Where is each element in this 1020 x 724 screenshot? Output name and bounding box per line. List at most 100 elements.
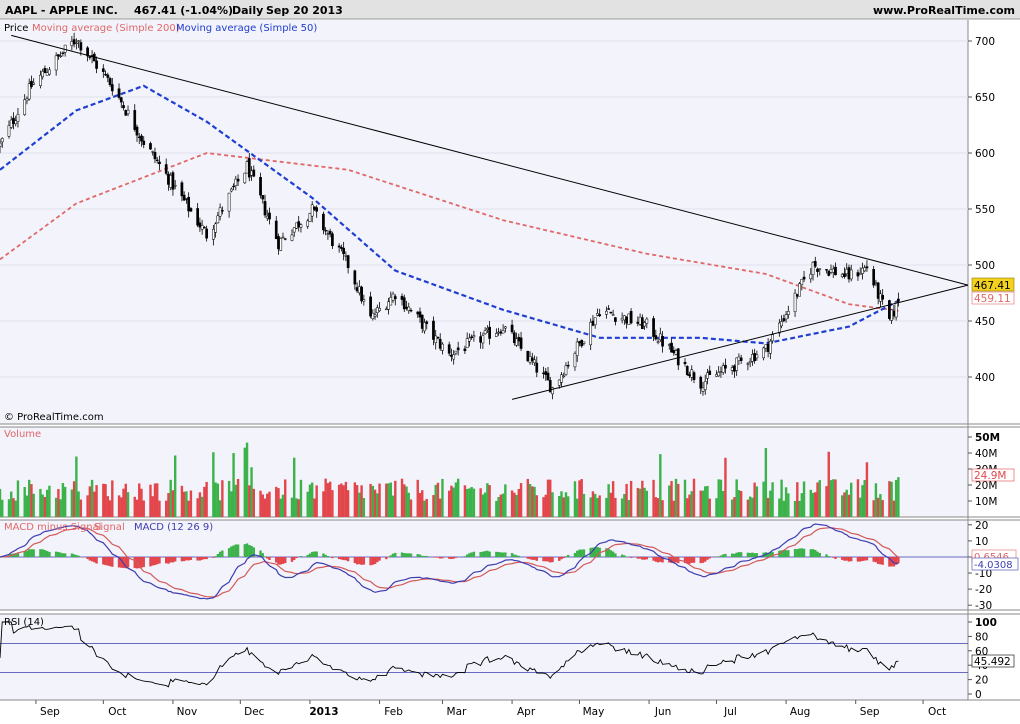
macd-histogram-bar — [724, 554, 726, 557]
macd-histogram-bar — [810, 549, 812, 557]
macd-histogram-bar — [657, 557, 659, 562]
macd-tick-label: 10 — [975, 536, 988, 548]
volume-bar — [547, 480, 549, 517]
candle-body — [765, 345, 767, 349]
macd-panel — [0, 520, 968, 610]
volume-bar — [686, 498, 688, 517]
macd-histogram-bar — [280, 557, 282, 565]
candle-body — [172, 173, 174, 190]
macd-histogram-bar — [448, 557, 450, 559]
macd-histogram-bar — [221, 551, 223, 557]
macd-histogram-bar — [48, 552, 50, 557]
x-axis-label: Sep — [40, 706, 60, 718]
candle-body — [248, 158, 250, 177]
candle-body — [722, 366, 724, 373]
volume-bar — [605, 498, 607, 517]
candle-body — [610, 312, 612, 313]
volume-bar — [785, 487, 787, 517]
candle-body — [801, 279, 803, 285]
macd-histogram-bar — [834, 557, 836, 559]
candle-body — [628, 314, 630, 325]
volume-bar — [700, 491, 702, 517]
volume-bar — [558, 496, 560, 517]
volume-bar — [567, 496, 569, 517]
macd-histogram-bar — [214, 556, 216, 557]
volume-bar — [787, 493, 789, 517]
macd-histogram-bar — [518, 556, 520, 557]
volume-bar — [24, 487, 26, 517]
macd-histogram-bar — [720, 555, 722, 556]
macd-histogram-bar — [39, 549, 41, 557]
macd-histogram-bar — [500, 552, 502, 557]
candle-body — [331, 234, 333, 246]
candle-body — [372, 313, 374, 319]
macd-histogram-bar — [360, 557, 362, 565]
volume-bar — [80, 500, 82, 517]
candle-body — [230, 189, 232, 191]
candle-body — [626, 317, 628, 323]
volume-bar — [264, 499, 266, 517]
volume-bar — [41, 495, 43, 517]
volume-bar — [709, 499, 711, 517]
volume-bar — [354, 482, 356, 517]
volume-bar — [825, 486, 827, 517]
macd-histogram-bar — [59, 553, 61, 557]
volume-bar — [138, 483, 140, 517]
rsi-last-value: 45.492 — [974, 656, 1011, 668]
volume-bar — [1, 500, 3, 517]
candle-body — [143, 141, 145, 145]
macd-histogram-bar — [46, 551, 48, 557]
candle-body — [390, 297, 392, 305]
volume-bar — [598, 495, 600, 517]
macd-histogram-bar — [841, 557, 843, 560]
candle-body — [48, 70, 50, 74]
macd-histogram-bar — [24, 551, 26, 557]
ma200-value: 459.11 — [974, 293, 1011, 305]
volume-bar — [484, 493, 486, 517]
candle-body — [0, 143, 1, 146]
volume-bar — [655, 497, 657, 517]
rsi-tick-label: 80 — [975, 631, 988, 643]
macd-histogram-bar — [452, 557, 454, 559]
candle-body — [403, 298, 405, 309]
macd-histogram-bar — [237, 544, 239, 557]
x-axis-label: Sep — [860, 706, 880, 718]
volume-bar — [282, 495, 284, 517]
macd-histogram-bar — [794, 549, 796, 557]
candle-body — [122, 105, 124, 107]
x-axis-label: Aug — [790, 706, 811, 718]
volume-tick-label: 10M — [975, 496, 997, 508]
volume-bar — [583, 494, 585, 517]
volume-bar — [639, 489, 641, 517]
volume-bar — [500, 495, 502, 517]
volume-bar — [468, 488, 470, 517]
volume-bar — [59, 499, 61, 517]
rsi-tick-label: 100 — [975, 617, 997, 629]
candle-body — [646, 319, 648, 323]
quote-label: 467.41 (-1.04%) — [134, 4, 233, 17]
macd-histogram-bar — [167, 557, 169, 564]
volume-bar — [221, 480, 223, 517]
date-label: Sep 20 2013 — [266, 4, 343, 17]
macd-histogram-bar — [709, 557, 711, 558]
macd-histogram-bar — [691, 557, 693, 563]
candle-body — [235, 179, 237, 186]
macd-histogram-bar — [109, 557, 111, 566]
candle-body — [219, 208, 221, 216]
macd-histogram-bar — [403, 553, 405, 557]
macd-histogram-bar — [369, 557, 371, 565]
candle-body — [830, 269, 832, 272]
candle-body — [873, 269, 875, 285]
volume-bar — [403, 484, 405, 517]
candle-body — [181, 183, 183, 196]
volume-bar — [275, 487, 277, 517]
volume-bar — [73, 481, 75, 517]
macd-histogram-bar — [300, 556, 302, 557]
x-axis-label: Feb — [384, 706, 403, 718]
candle-body — [850, 270, 852, 279]
candle-body — [455, 351, 457, 353]
candle-body — [511, 325, 513, 332]
macd-hist-title: MACD minus Signal — [4, 522, 101, 533]
candle-body — [64, 45, 66, 52]
